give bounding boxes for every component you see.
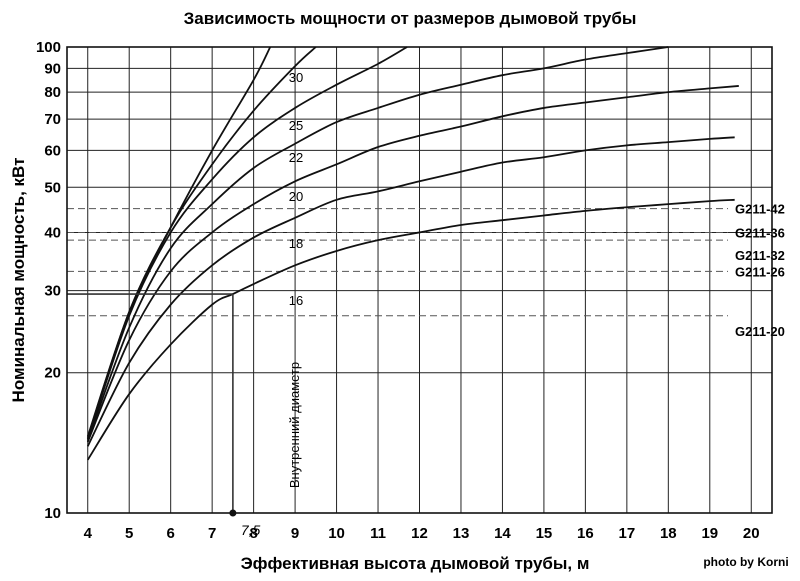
- grid: [67, 46, 772, 514]
- series-label-20: 20: [289, 189, 303, 204]
- series-label-16: 16: [289, 293, 303, 308]
- y-tick-label: 40: [44, 224, 61, 241]
- y-tick-labels: 10 20 30 40 50 60 70 80 90 100: [36, 39, 61, 522]
- model-label: G211-42: [735, 202, 785, 217]
- x-tick-label: 4: [84, 525, 93, 542]
- x-axis-label: Эффективная высота дымовой трубы, м: [241, 554, 590, 573]
- x-tick-label: 6: [167, 525, 175, 542]
- x-tick-label: 12: [411, 525, 428, 542]
- x-tick-label: 5: [125, 525, 133, 542]
- series-curve-30: [86, 46, 317, 439]
- series-curve-max: [86, 46, 272, 437]
- model-label: G211-20: [735, 324, 785, 339]
- x-tick-labels: 4 5 6 7 8 9 10 11 12 13 14 15 16 17 18 19 20: [84, 525, 760, 542]
- plot-frame: [66, 46, 773, 514]
- y-axis-label: Номинальная мощность, кВт: [9, 158, 28, 403]
- x-tick-label: 11: [370, 525, 386, 542]
- annotation-layer: 7,5: [67, 293, 261, 538]
- model-label: G211-26: [735, 264, 785, 279]
- model-label: G211-32: [735, 248, 785, 263]
- x-tick-label: 13: [453, 525, 470, 542]
- y-tick-label: 50: [44, 179, 61, 196]
- y-tick-label: 60: [44, 142, 61, 159]
- annotation-text: 7,5: [241, 522, 261, 538]
- x-tick-label: 18: [660, 525, 677, 542]
- y-tick-label: 30: [44, 283, 61, 300]
- x-tick-label: 19: [701, 525, 718, 542]
- series-curve-22: [86, 46, 669, 441]
- x-tick-label: 7: [208, 525, 216, 542]
- y-tick-label: 20: [44, 365, 61, 382]
- series-label-22: 22: [289, 150, 303, 165]
- series-curve-20: [86, 85, 739, 443]
- x-tick-label: 15: [536, 525, 553, 542]
- y-tick-label: 70: [44, 111, 61, 128]
- series-label-30: 30: [289, 70, 303, 85]
- series-curve-18: [86, 136, 735, 447]
- series-curve-16: [86, 198, 735, 461]
- y-tick-label: 10: [44, 505, 61, 522]
- x-tick-label: 17: [619, 525, 636, 542]
- y-tick-label: 80: [44, 84, 61, 101]
- y-tick-label: 100: [36, 39, 61, 56]
- series-label-25: 25: [289, 118, 303, 133]
- y-tick-label: 90: [44, 60, 61, 77]
- series-curve-25: [86, 46, 408, 440]
- photo-credit: photo by Korni: [703, 555, 788, 569]
- x-tick-label: 14: [494, 525, 511, 542]
- chart-title: Зависимость мощности от размеров дымовой…: [184, 9, 637, 28]
- x-tick-label: 9: [291, 525, 299, 542]
- x-tick-label: 20: [743, 525, 760, 542]
- x-tick-label: 10: [328, 525, 345, 542]
- series-label-18: 18: [289, 236, 303, 251]
- x-tick-label: 16: [577, 525, 594, 542]
- series-caption: Внутренний диаметр: [287, 362, 302, 488]
- model-label: G211-36: [735, 225, 785, 240]
- x-tick-label: 8: [249, 525, 257, 542]
- series-curves: 16 18 20 22 25 30: [86, 46, 739, 461]
